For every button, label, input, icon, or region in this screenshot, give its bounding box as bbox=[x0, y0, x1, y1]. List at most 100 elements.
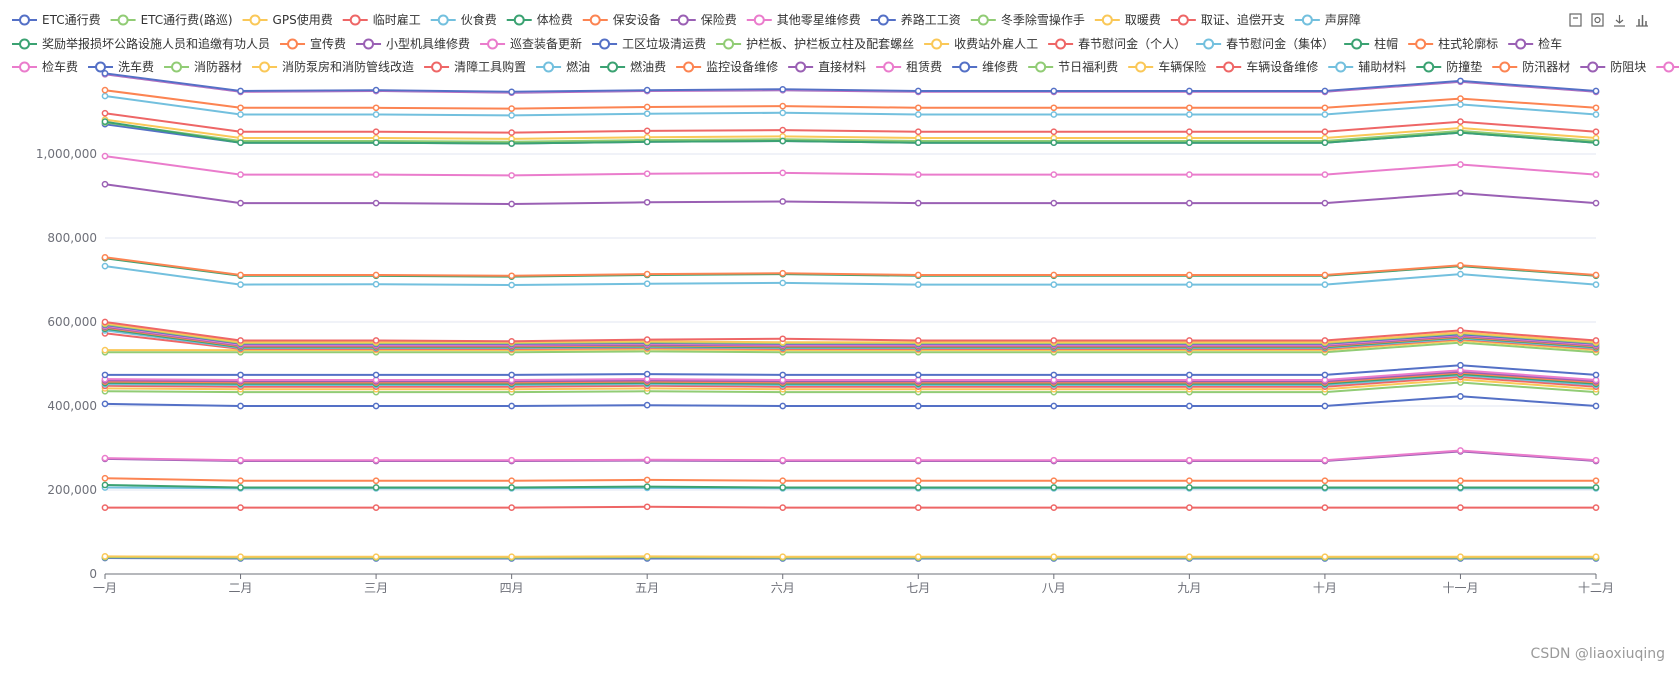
data-point[interactable] bbox=[1322, 282, 1327, 287]
data-point[interactable] bbox=[238, 105, 243, 110]
data-point[interactable] bbox=[645, 139, 650, 144]
data-point[interactable] bbox=[373, 403, 378, 408]
data-point[interactable] bbox=[1187, 478, 1192, 483]
data-point[interactable] bbox=[1593, 88, 1598, 93]
data-point[interactable] bbox=[1187, 485, 1192, 490]
data-point[interactable] bbox=[238, 112, 243, 117]
data-point[interactable] bbox=[1593, 478, 1598, 483]
data-point[interactable] bbox=[509, 458, 514, 463]
data-point[interactable] bbox=[780, 104, 785, 109]
legend-item[interactable]: 防雷检测 bbox=[1656, 59, 1679, 74]
data-point[interactable] bbox=[373, 478, 378, 483]
legend-item[interactable]: 燃油 bbox=[536, 59, 590, 74]
data-point[interactable] bbox=[238, 554, 243, 559]
legend-item[interactable]: 伙食费 bbox=[431, 12, 497, 27]
legend-item[interactable]: 临时雇工 bbox=[343, 12, 421, 27]
data-point[interactable] bbox=[1593, 338, 1598, 343]
data-point[interactable] bbox=[1322, 403, 1327, 408]
legend-item[interactable]: 其他零星维修费 bbox=[747, 12, 861, 27]
legend-item[interactable]: 清障工具购置 bbox=[424, 59, 526, 74]
legend-item[interactable]: 宣传费 bbox=[280, 36, 346, 51]
data-point[interactable] bbox=[509, 130, 514, 135]
data-point[interactable] bbox=[916, 458, 921, 463]
legend-item[interactable]: ETC通行费(路巡) bbox=[111, 12, 233, 27]
data-point[interactable] bbox=[238, 458, 243, 463]
data-point[interactable] bbox=[916, 105, 921, 110]
data-point[interactable] bbox=[1458, 190, 1463, 195]
data-point[interactable] bbox=[373, 129, 378, 134]
legend-item[interactable]: 声屏障 bbox=[1295, 12, 1361, 27]
data-point[interactable] bbox=[1458, 328, 1463, 333]
data-point[interactable] bbox=[780, 138, 785, 143]
data-point[interactable] bbox=[780, 403, 785, 408]
legend-item[interactable]: 维修费 bbox=[952, 59, 1018, 74]
data-point[interactable] bbox=[238, 172, 243, 177]
legend-item[interactable]: 直接材料 bbox=[788, 59, 866, 74]
legend-item[interactable]: 节日福利费 bbox=[1028, 59, 1118, 74]
data-point[interactable] bbox=[102, 111, 107, 116]
legend-item[interactable]: 洗车费 bbox=[88, 59, 154, 74]
data-point[interactable] bbox=[780, 87, 785, 92]
series-line[interactable] bbox=[105, 478, 1596, 481]
data-point[interactable] bbox=[102, 401, 107, 406]
data-point[interactable] bbox=[373, 505, 378, 510]
data-point[interactable] bbox=[1187, 282, 1192, 287]
legend-item[interactable]: 取暖费 bbox=[1095, 13, 1161, 27]
legend-item[interactable]: 体检费 bbox=[507, 12, 573, 27]
data-point[interactable] bbox=[509, 89, 514, 94]
data-point[interactable] bbox=[780, 199, 785, 204]
data-point[interactable] bbox=[1593, 129, 1598, 134]
data-point[interactable] bbox=[509, 106, 514, 111]
data-point[interactable] bbox=[1593, 172, 1598, 177]
legend-item[interactable]: 车辆设备维修 bbox=[1216, 59, 1318, 74]
series-line[interactable] bbox=[105, 113, 1596, 132]
data-point[interactable] bbox=[780, 478, 785, 483]
data-point[interactable] bbox=[780, 554, 785, 559]
data-point[interactable] bbox=[102, 319, 107, 324]
data-point[interactable] bbox=[102, 482, 107, 487]
data-point[interactable] bbox=[238, 338, 243, 343]
legend-item[interactable]: 防阻块 bbox=[1580, 59, 1646, 74]
data-point[interactable] bbox=[509, 282, 514, 287]
data-point[interactable] bbox=[1051, 88, 1056, 93]
legend-item[interactable]: 车辆保险 bbox=[1128, 59, 1206, 74]
data-point[interactable] bbox=[1593, 112, 1598, 117]
bar-chart-icon[interactable] bbox=[1636, 15, 1648, 26]
data-point[interactable] bbox=[373, 140, 378, 145]
data-point[interactable] bbox=[1322, 112, 1327, 117]
data-point[interactable] bbox=[509, 505, 514, 510]
legend-item[interactable]: 巡查装备更新 bbox=[480, 36, 582, 51]
data-point[interactable] bbox=[916, 88, 921, 93]
data-point[interactable] bbox=[916, 505, 921, 510]
legend-item[interactable]: 春节慰问金（个人） bbox=[1048, 36, 1186, 51]
data-point[interactable] bbox=[1593, 458, 1598, 463]
data-point[interactable] bbox=[916, 272, 921, 277]
data-point[interactable] bbox=[645, 281, 650, 286]
data-point[interactable] bbox=[1458, 554, 1463, 559]
data-point[interactable] bbox=[102, 182, 107, 187]
data-point[interactable] bbox=[1458, 448, 1463, 453]
data-point[interactable] bbox=[1322, 140, 1327, 145]
data-point[interactable] bbox=[916, 478, 921, 483]
legend-item[interactable]: GPS使用费 bbox=[243, 12, 333, 27]
legend-item[interactable]: 辅助材料 bbox=[1328, 60, 1406, 74]
data-point[interactable] bbox=[1187, 140, 1192, 145]
series-line[interactable] bbox=[105, 156, 1596, 175]
data-point[interactable] bbox=[1187, 554, 1192, 559]
data-point[interactable] bbox=[509, 339, 514, 344]
data-point[interactable] bbox=[102, 119, 107, 124]
data-point[interactable] bbox=[1051, 272, 1056, 277]
data-point[interactable] bbox=[373, 282, 378, 287]
data-point[interactable] bbox=[1187, 172, 1192, 177]
legend-item[interactable]: 工区垃圾清运费 bbox=[592, 36, 706, 51]
data-point[interactable] bbox=[1322, 172, 1327, 177]
data-point[interactable] bbox=[238, 129, 243, 134]
data-point[interactable] bbox=[1458, 394, 1463, 399]
legend-item[interactable]: 消防泵房和消防管线改造 bbox=[252, 59, 414, 74]
data-point[interactable] bbox=[645, 128, 650, 133]
data-point[interactable] bbox=[1051, 140, 1056, 145]
series-line[interactable] bbox=[105, 507, 1596, 508]
data-point[interactable] bbox=[1322, 129, 1327, 134]
legend-item[interactable]: 防撞垫 bbox=[1416, 59, 1482, 74]
legend-item[interactable]: 柱帽 bbox=[1344, 36, 1398, 51]
